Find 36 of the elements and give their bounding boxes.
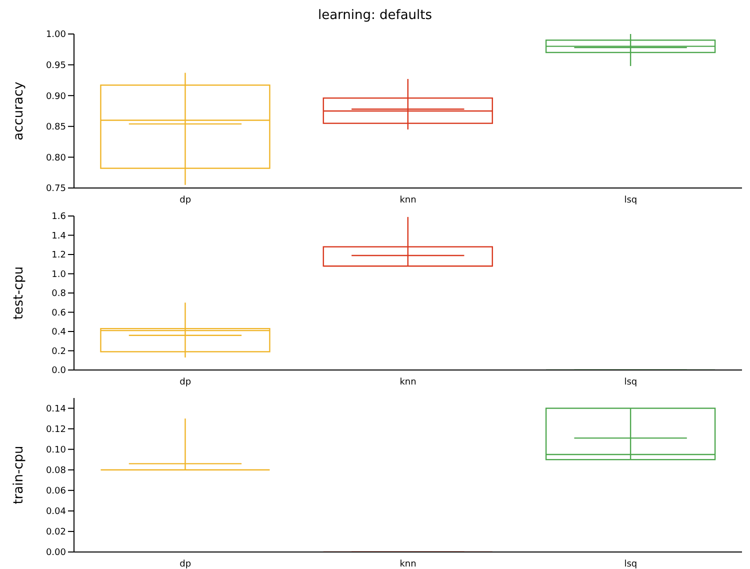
y-tick-label: 0.12 (46, 424, 66, 435)
y-tick-label: 0.10 (46, 446, 66, 456)
y-tick-label: 0.14 (46, 404, 66, 414)
y-tick-label: 0.06 (46, 486, 66, 497)
y-tick-label: 1.6 (52, 212, 66, 222)
chart-title: learning: defaults (316, 8, 434, 25)
x-tick-label: dp (180, 195, 192, 206)
y-tick-label: 0.4 (52, 328, 66, 338)
y-axis-title: train-cpu (12, 446, 27, 504)
x-tick-label: dp (180, 559, 192, 569)
y-tick-label: 1.00 (46, 30, 66, 40)
y-axis-title: test-cpu (12, 266, 27, 320)
y-tick-label: 1.4 (52, 231, 66, 242)
y-tick-label: 0.00 (46, 548, 66, 558)
x-tick-label: lsq (624, 559, 638, 569)
y-tick-label: 1.2 (52, 250, 66, 261)
y-tick-label: 0.04 (46, 507, 66, 518)
y-axis-title: accuracy (12, 81, 27, 140)
y-tick-label: 1.0 (52, 270, 66, 280)
y-tick-label: 0.0 (52, 366, 66, 376)
x-tick-label: lsq (624, 377, 638, 388)
y-tick-label: 0.80 (46, 153, 66, 164)
y-tick-label: 0.95 (46, 60, 66, 71)
x-tick-label: knn (400, 377, 416, 388)
x-tick-label: lsq (624, 195, 638, 206)
x-tick-label: knn (400, 195, 416, 206)
y-tick-label: 0.85 (46, 122, 66, 133)
y-tick-label: 0.8 (52, 289, 66, 300)
y-tick-label: 0.08 (46, 466, 66, 476)
y-tick-label: 0.6 (52, 308, 66, 318)
x-tick-label: dp (180, 377, 192, 388)
y-tick-label: 0.02 (46, 528, 66, 538)
x-tick-label: knn (400, 559, 416, 569)
y-tick-label: 0.2 (52, 346, 66, 357)
y-tick-label: 0.75 (46, 184, 66, 194)
y-tick-label: 0.90 (46, 92, 66, 102)
